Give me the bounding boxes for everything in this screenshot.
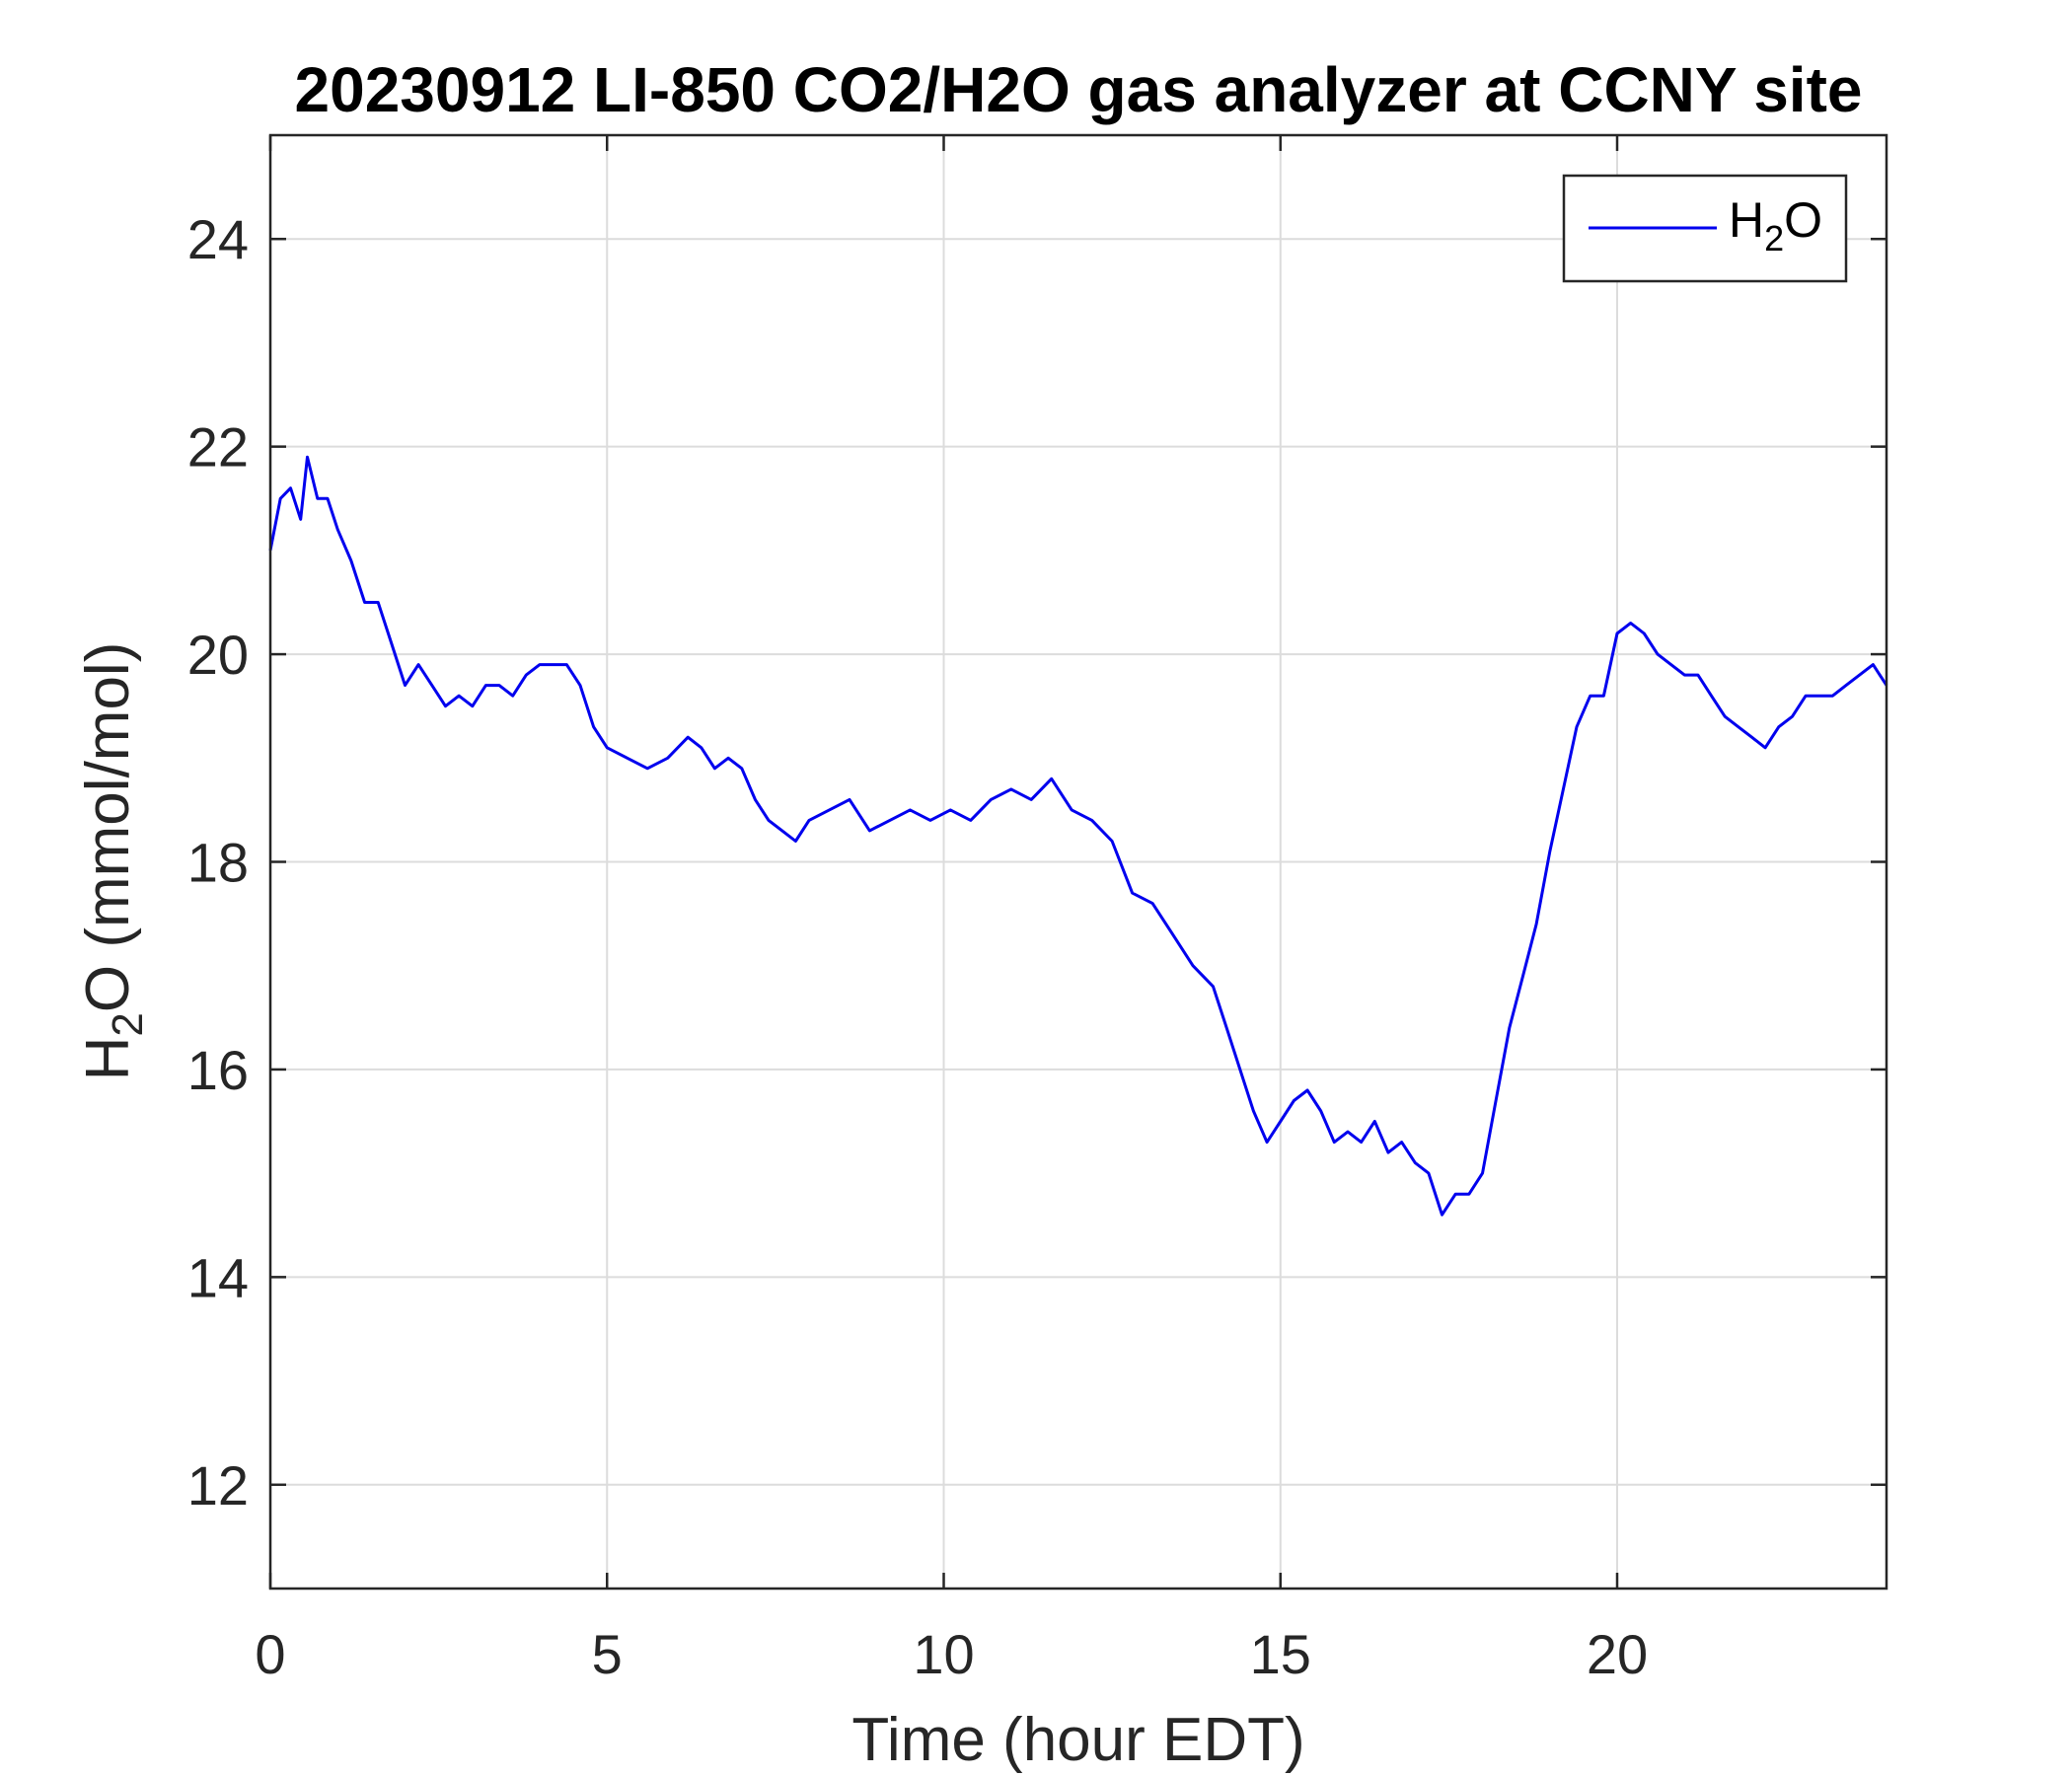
legend-label-rest: O	[1784, 192, 1822, 248]
x-tick-label: 20	[1587, 1623, 1648, 1685]
x-axis-label: Time (hour EDT)	[851, 1706, 1304, 1774]
y-axis-label-subscript: 2	[104, 1012, 152, 1036]
y-axis-label: H2O (mmol/mol)	[74, 642, 152, 1081]
y-tick-label: 20	[187, 624, 249, 686]
y-tick-label: 24	[187, 208, 249, 270]
chart-title: 20230912 LI-850 CO2/H2O gas analyzer at …	[295, 54, 1863, 125]
x-tick-label: 15	[1250, 1623, 1311, 1685]
grid	[270, 135, 1887, 1589]
series-line-h2o	[268, 455, 1888, 1217]
tick-labels: 0 5 10 15 20 12 14 16 18 20 22 24	[187, 208, 1648, 1685]
y-axis-label-rest: O (mmol/mol)	[74, 642, 142, 1012]
y-tick-label: 14	[187, 1246, 249, 1308]
y-axis-label-main: H	[74, 1037, 142, 1081]
y-tick-label: 12	[187, 1454, 249, 1517]
legend-label-h2o: H2O	[1729, 192, 1822, 259]
y-tick-label: 16	[187, 1039, 249, 1101]
axes-frame	[268, 133, 1888, 1591]
x-tick-label: 0	[255, 1623, 285, 1685]
y-tick-label: 18	[187, 832, 249, 894]
x-tick-label: 10	[913, 1623, 974, 1685]
legend-label-main: H	[1729, 192, 1764, 248]
legend: H2O	[1562, 174, 1848, 283]
y-tick-label: 22	[187, 416, 249, 479]
x-tick-label: 5	[592, 1623, 623, 1685]
legend-label-subscript: 2	[1764, 218, 1784, 259]
